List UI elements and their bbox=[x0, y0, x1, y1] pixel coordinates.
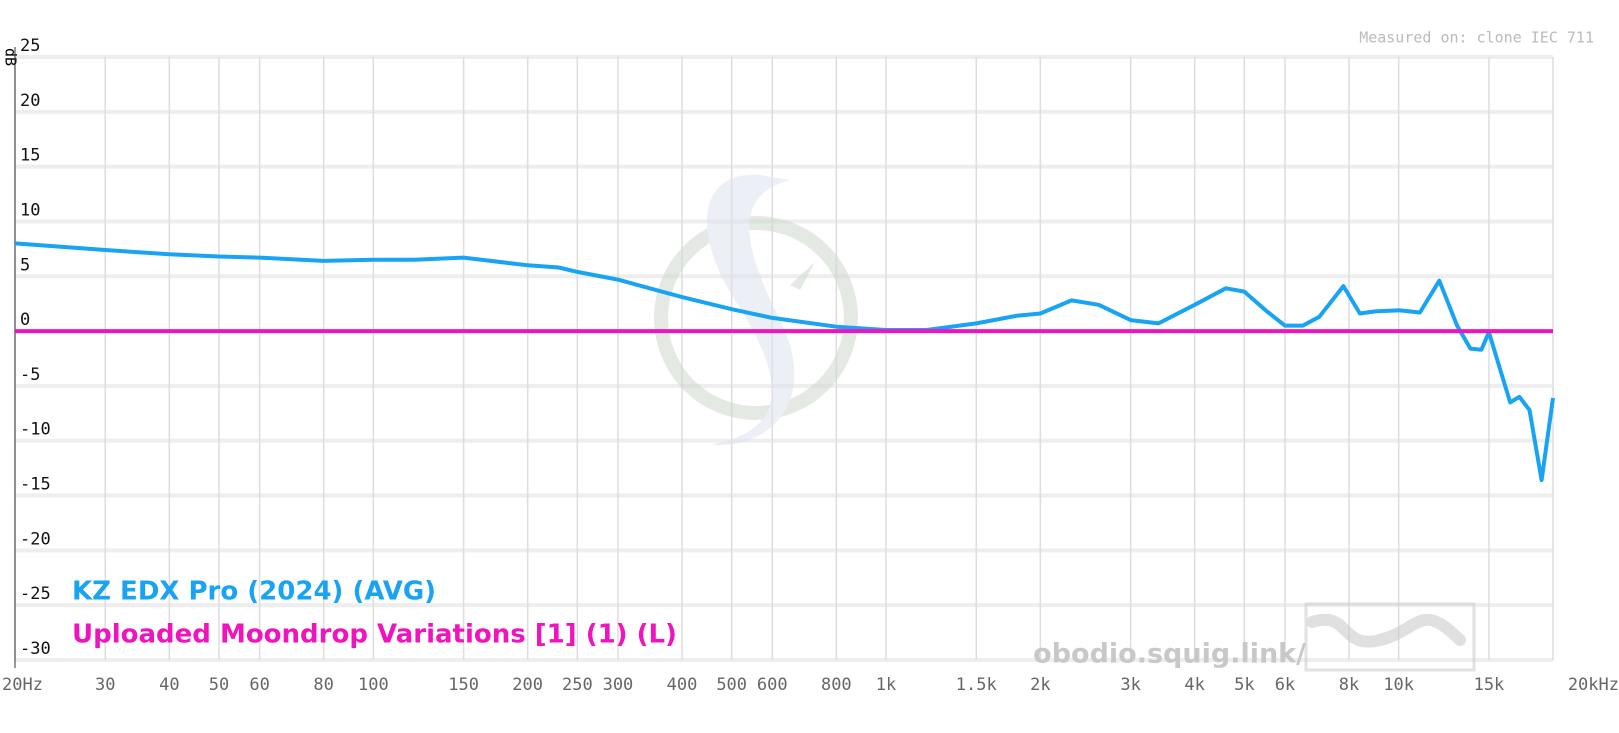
x-tick-label: 250 bbox=[562, 675, 593, 695]
x-tick-label: 20Hz bbox=[2, 675, 43, 695]
watermark-text: obodio.squig.link/ bbox=[1033, 639, 1306, 670]
x-tick-label: 40 bbox=[159, 675, 179, 695]
y-axis-label: dB bbox=[2, 48, 20, 66]
legend-entry: KZ EDX Pro (2024) (AVG) bbox=[72, 577, 436, 607]
x-tick-label: 2k bbox=[1030, 675, 1050, 695]
x-tick-label: 300 bbox=[603, 675, 634, 695]
y-tick-label: -5 bbox=[20, 365, 40, 385]
x-tick-label: 50 bbox=[209, 675, 229, 695]
x-tick-label: 600 bbox=[757, 675, 788, 695]
y-tick-label: -25 bbox=[20, 584, 51, 604]
y-tick-label: 0 bbox=[20, 310, 30, 330]
y-tick-label: 25 bbox=[20, 36, 40, 56]
x-tick-label: 8k bbox=[1339, 675, 1359, 695]
x-tick-label: 500 bbox=[716, 675, 747, 695]
x-tick-label: 80 bbox=[313, 675, 333, 695]
y-tick-label: 5 bbox=[20, 255, 30, 275]
y-tick-label: -20 bbox=[20, 529, 51, 549]
y-tick-label: -15 bbox=[20, 475, 51, 495]
y-tick-label: 15 bbox=[20, 146, 40, 166]
x-tick-label: 20kHz bbox=[1568, 675, 1619, 695]
x-tick-label: 3k bbox=[1120, 675, 1140, 695]
x-tick-label: 400 bbox=[667, 675, 698, 695]
series-line bbox=[14, 241, 1555, 483]
y-tick-label: -30 bbox=[20, 639, 51, 659]
x-tick-label: 15k bbox=[1474, 675, 1505, 695]
y-tick-label: 10 bbox=[20, 200, 40, 220]
x-tick-label: 100 bbox=[358, 675, 389, 695]
x-tick-label: 1.5k bbox=[956, 675, 997, 695]
x-tick-label: 800 bbox=[821, 675, 852, 695]
x-tick-label: 150 bbox=[448, 675, 479, 695]
x-tick-label: 1k bbox=[876, 675, 896, 695]
x-tick-label: 200 bbox=[512, 675, 543, 695]
y-tick-label: 20 bbox=[20, 91, 40, 111]
x-tick-label: 60 bbox=[249, 675, 269, 695]
legend-entry: Uploaded Moondrop Variations [1] (1) (L) bbox=[72, 620, 677, 650]
y-tick-label: -10 bbox=[20, 420, 51, 440]
x-tick-label: 4k bbox=[1184, 675, 1204, 695]
x-tick-label: 10k bbox=[1383, 675, 1414, 695]
x-tick-label: 30 bbox=[95, 675, 115, 695]
x-tick-label: 6k bbox=[1275, 675, 1295, 695]
watermark-logo bbox=[654, 174, 1476, 672]
measurement-note: Measured on: clone IEC 711 bbox=[1359, 29, 1594, 47]
x-tick-label: 5k bbox=[1234, 675, 1254, 695]
